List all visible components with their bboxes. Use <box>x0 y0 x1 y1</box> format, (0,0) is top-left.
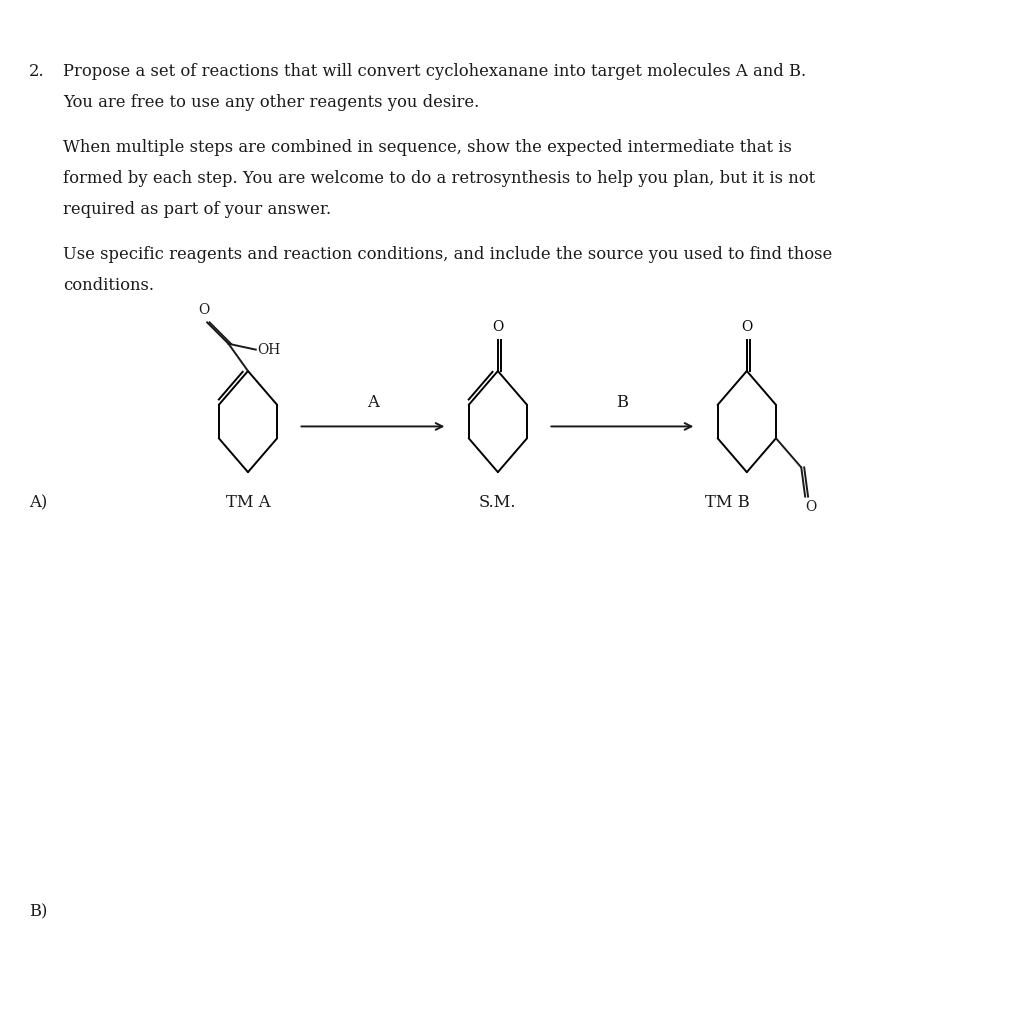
Text: B): B) <box>29 903 47 920</box>
Text: required as part of your answer.: required as part of your answer. <box>63 201 332 218</box>
Text: When multiple steps are combined in sequence, show the expected intermediate tha: When multiple steps are combined in sequ… <box>63 138 793 156</box>
Text: B: B <box>616 394 629 411</box>
Text: O: O <box>741 321 753 334</box>
Text: 2.: 2. <box>29 62 45 80</box>
Text: Use specific reagents and reaction conditions, and include the source you used t: Use specific reagents and reaction condi… <box>63 246 833 262</box>
Text: A: A <box>367 394 379 411</box>
Text: conditions.: conditions. <box>63 276 155 294</box>
Text: O: O <box>493 321 504 334</box>
Text: TM A: TM A <box>225 494 270 511</box>
Text: formed by each step. You are welcome to do a retrosynthesis to help you plan, bu: formed by each step. You are welcome to … <box>63 170 815 186</box>
Text: O: O <box>199 302 210 316</box>
Text: S.M.: S.M. <box>479 494 517 511</box>
Text: Propose a set of reactions that will convert cyclohexanane into target molecules: Propose a set of reactions that will con… <box>63 62 806 80</box>
Text: A): A) <box>29 495 47 512</box>
Text: O: O <box>805 501 816 514</box>
Text: OH: OH <box>258 343 281 356</box>
Text: You are free to use any other reagents you desire.: You are free to use any other reagents y… <box>63 94 479 111</box>
Text: TM B: TM B <box>705 494 750 511</box>
